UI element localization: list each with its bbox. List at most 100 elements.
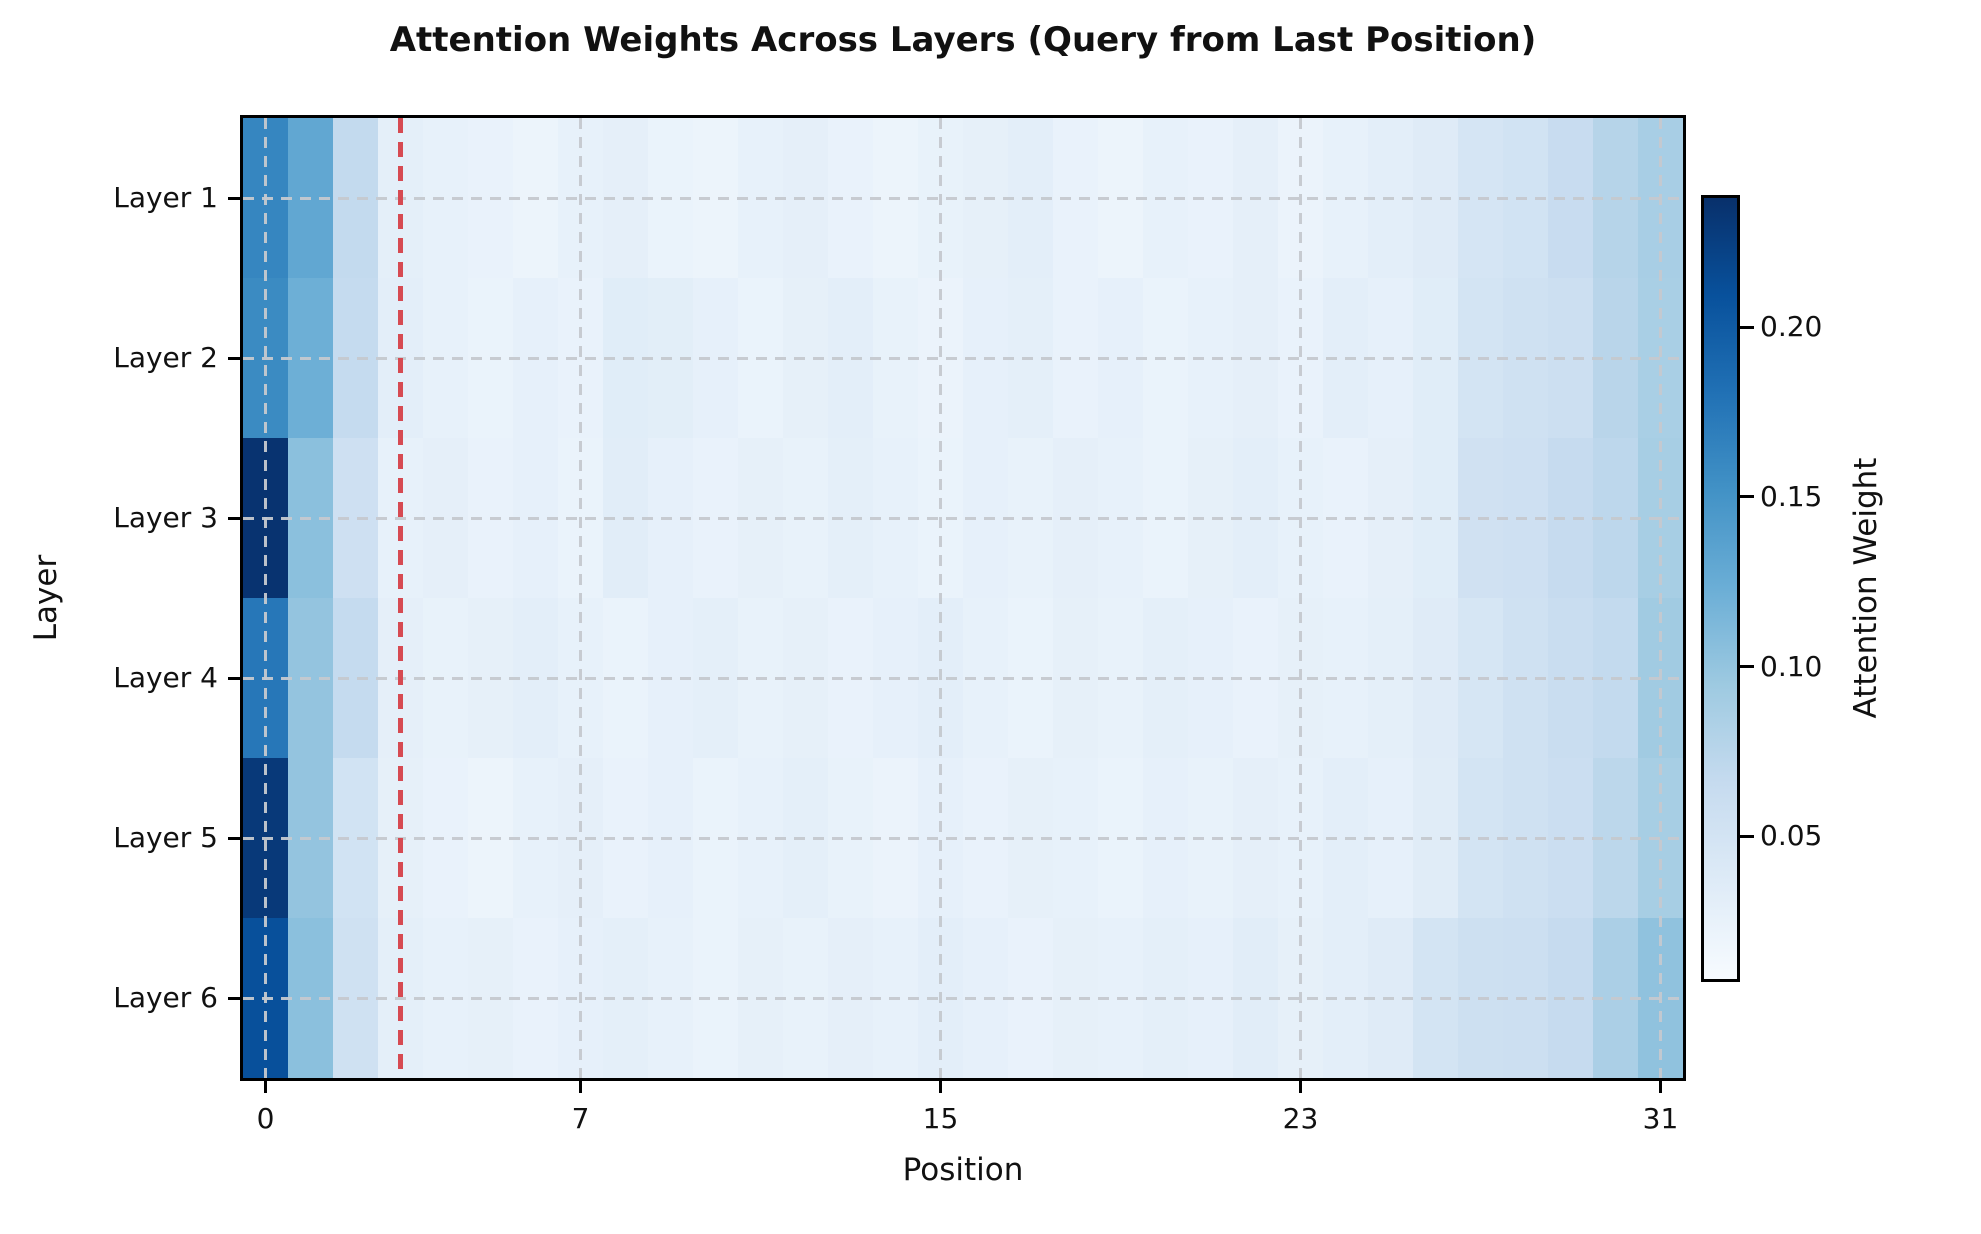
heatmap-cell (423, 598, 468, 758)
heatmap-cell (738, 438, 783, 598)
y-axis-label: Layer (28, 554, 64, 642)
y-tick-mark (228, 196, 243, 200)
heatmap-cell (1188, 758, 1233, 918)
heatmap-cell (1638, 598, 1683, 758)
x-tick-label: 15 (922, 1102, 959, 1135)
x-tick-label: 0 (256, 1102, 275, 1135)
heatmap-cell (828, 278, 873, 438)
heatmap-cell (1548, 118, 1593, 278)
heatmap-cell (333, 278, 378, 438)
heatmap-cell (1053, 438, 1098, 598)
colorbar-gradient (1704, 198, 1737, 979)
heatmap-cell (648, 438, 693, 598)
heatmap-cell (1368, 918, 1413, 1078)
y-tick-label: Layer 3 (113, 501, 218, 534)
heatmap-cell (828, 918, 873, 1078)
heatmap-cell (378, 598, 423, 758)
heatmap-cell (1503, 918, 1548, 1078)
heatmap-cell (1098, 278, 1143, 438)
heatmap-cell (1233, 278, 1278, 438)
heatmap-cell (513, 438, 558, 598)
heatmap-cell (918, 598, 963, 758)
heatmap-cell (1188, 918, 1233, 1078)
heatmap-cell (873, 918, 918, 1078)
x-axis-label: Position (902, 1152, 1024, 1188)
heatmap-cell (513, 598, 558, 758)
heatmap-cell (648, 118, 693, 278)
heatmap-cell (783, 278, 828, 438)
heatmap-cell (288, 278, 333, 438)
heatmap-cell (558, 278, 603, 438)
heatmap-cell (1008, 758, 1053, 918)
heatmap-cell (513, 758, 558, 918)
heatmap-cell (333, 598, 378, 758)
y-tick-label: Layer 1 (113, 181, 218, 214)
heatmap-cell (1278, 918, 1323, 1078)
heatmap-cell (1548, 758, 1593, 918)
heatmap-cell (648, 598, 693, 758)
heatmap-cell (1458, 598, 1503, 758)
heatmap-plot (243, 118, 1683, 1078)
heatmap-cell (1413, 598, 1458, 758)
x-tick-label: 31 (1642, 1102, 1679, 1135)
heatmap-cell (513, 278, 558, 438)
heatmap-cell (738, 118, 783, 278)
heatmap-cell (423, 278, 468, 438)
y-tick-mark (228, 356, 243, 360)
heatmap-cell (873, 118, 918, 278)
heatmap-cell (288, 438, 333, 598)
y-tick-label: Layer 2 (113, 341, 218, 374)
heatmap-cell (1008, 438, 1053, 598)
colorbar-tick-label: 0.05 (1760, 819, 1823, 853)
heatmap-cell (1098, 758, 1143, 918)
heatmap-cell (1143, 758, 1188, 918)
heatmap-cell (558, 918, 603, 1078)
heatmap-cell (1413, 438, 1458, 598)
heatmap-cell (1233, 118, 1278, 278)
x-tick-mark (939, 1078, 942, 1093)
heatmap-cell (1458, 758, 1503, 918)
heatmap-cell (603, 278, 648, 438)
heatmap-cell (1593, 918, 1638, 1078)
heatmap-cell (603, 598, 648, 758)
heatmap-cell (1413, 758, 1458, 918)
heatmap-cell (1053, 598, 1098, 758)
y-tick-mark (228, 516, 243, 520)
heatmap-cell (1143, 918, 1188, 1078)
heatmap-cell (333, 758, 378, 918)
heatmap-cell (1368, 758, 1413, 918)
heatmap-cell (288, 598, 333, 758)
heatmap-cell (783, 438, 828, 598)
y-tick-mark (228, 996, 243, 1000)
heatmap-cell (828, 118, 873, 278)
heatmap-cell (468, 118, 513, 278)
colorbar-tick-mark (1740, 495, 1754, 499)
heatmap-cell (243, 278, 288, 438)
heatmap-cell (918, 118, 963, 278)
heatmap-cell (468, 278, 513, 438)
heatmap-cell (1143, 118, 1188, 278)
heatmap-cell (783, 758, 828, 918)
heatmap-cell (378, 758, 423, 918)
heatmap-cell (918, 278, 963, 438)
heatmap-cell (603, 438, 648, 598)
heatmap-cell (873, 278, 918, 438)
colorbar-tick-label: 0.10 (1760, 649, 1823, 683)
heatmap-cell (1548, 918, 1593, 1078)
x-tick-mark (1299, 1078, 1302, 1093)
heatmap-cell (693, 598, 738, 758)
heatmap-cell (1053, 758, 1098, 918)
heatmap-cell (1188, 118, 1233, 278)
x-tick-mark (1659, 1078, 1662, 1093)
heatmap-cell (738, 918, 783, 1078)
heatmap-cell (1143, 278, 1188, 438)
heatmap-cell (918, 758, 963, 918)
heatmap-cell (1593, 278, 1638, 438)
heatmap-cell (1638, 278, 1683, 438)
heatmap-cell (693, 758, 738, 918)
x-tick-label: 23 (1282, 1102, 1319, 1135)
heatmap-cell (648, 278, 693, 438)
colorbar-tick-label: 0.20 (1760, 310, 1823, 344)
colorbar-tick-mark (1740, 665, 1754, 669)
heatmap-cell (963, 758, 1008, 918)
